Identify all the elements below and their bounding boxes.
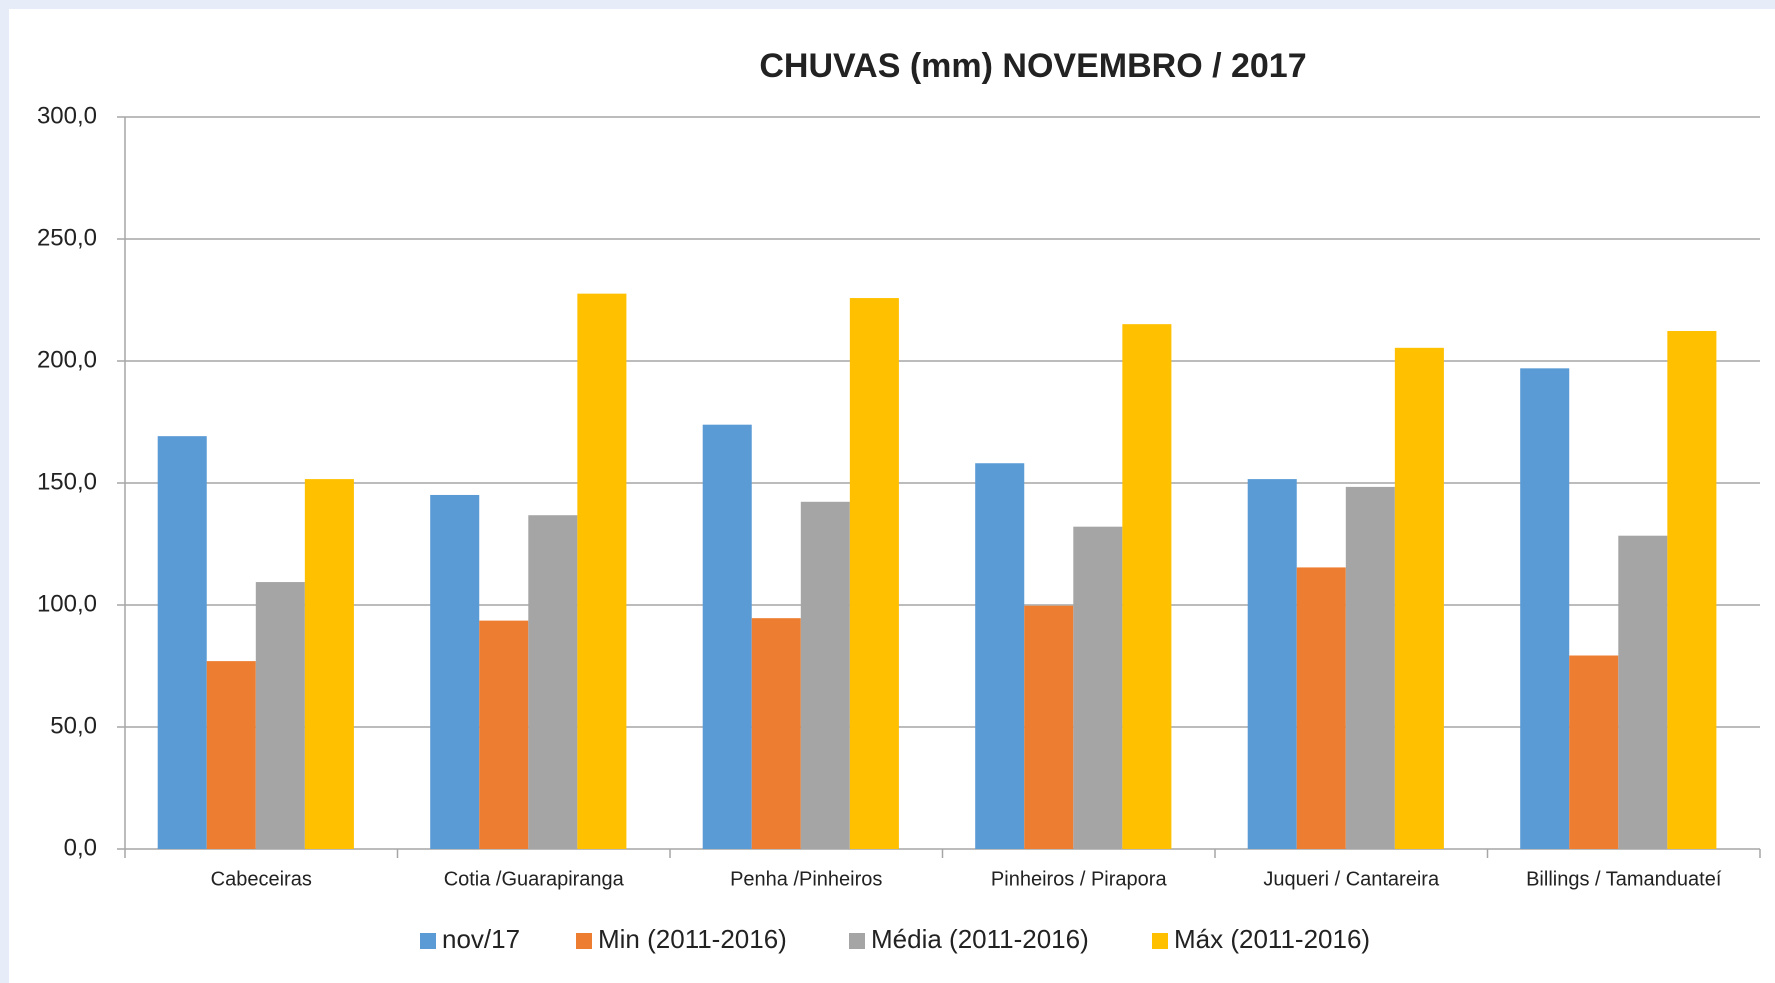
y-tick-label: 200,0 xyxy=(37,346,97,373)
legend-swatch xyxy=(420,933,436,949)
legend-label: nov/17 xyxy=(442,924,520,954)
y-tick-label: 0,0 xyxy=(64,834,97,861)
bar xyxy=(1024,605,1074,849)
legend-swatch xyxy=(576,933,592,949)
bar xyxy=(157,436,207,849)
bar xyxy=(206,661,256,849)
x-tick-label: Penha /Pinheiros xyxy=(730,868,882,890)
bar xyxy=(1520,368,1570,849)
bar xyxy=(1345,486,1395,849)
y-tick-label: 300,0 xyxy=(37,102,97,129)
chart-title: CHUVAS (mm) NOVEMBRO / 2017 xyxy=(759,47,1306,85)
bar xyxy=(528,515,578,849)
bar xyxy=(479,620,529,849)
legend-label: Min (2011-2016) xyxy=(598,924,787,954)
bar xyxy=(577,293,627,849)
bar xyxy=(1667,330,1717,849)
bar xyxy=(751,618,801,849)
x-tick-label: Billings / Tamanduateí xyxy=(1526,868,1722,890)
bar xyxy=(849,298,899,850)
bar xyxy=(1073,526,1123,849)
bar xyxy=(1618,535,1668,849)
x-tick-label: Juqueri / Cantareira xyxy=(1263,868,1440,890)
x-tick-label: Cabeceiras xyxy=(211,868,312,890)
bar xyxy=(702,424,752,849)
legend-label: Máx (2011-2016) xyxy=(1174,924,1370,954)
bar xyxy=(1296,567,1346,849)
legend-swatch xyxy=(1152,933,1168,949)
bar xyxy=(1569,655,1619,849)
bar xyxy=(1247,479,1297,849)
bar xyxy=(1394,347,1444,849)
x-tick-label: Cotia /Guarapiranga xyxy=(444,868,625,890)
legend-swatch xyxy=(849,933,865,949)
y-tick-label: 250,0 xyxy=(37,224,97,251)
bar xyxy=(430,494,480,849)
bar xyxy=(255,582,305,849)
legend-label: Média (2011-2016) xyxy=(871,924,1089,954)
x-tick-label: Pinheiros / Pirapora xyxy=(991,868,1168,890)
y-tick-label: 50,0 xyxy=(50,712,97,739)
bar xyxy=(800,501,850,849)
y-tick-label: 150,0 xyxy=(37,468,97,495)
bar xyxy=(975,463,1025,849)
y-tick-label: 100,0 xyxy=(37,590,97,617)
bar xyxy=(304,479,354,849)
bar xyxy=(1122,324,1172,849)
